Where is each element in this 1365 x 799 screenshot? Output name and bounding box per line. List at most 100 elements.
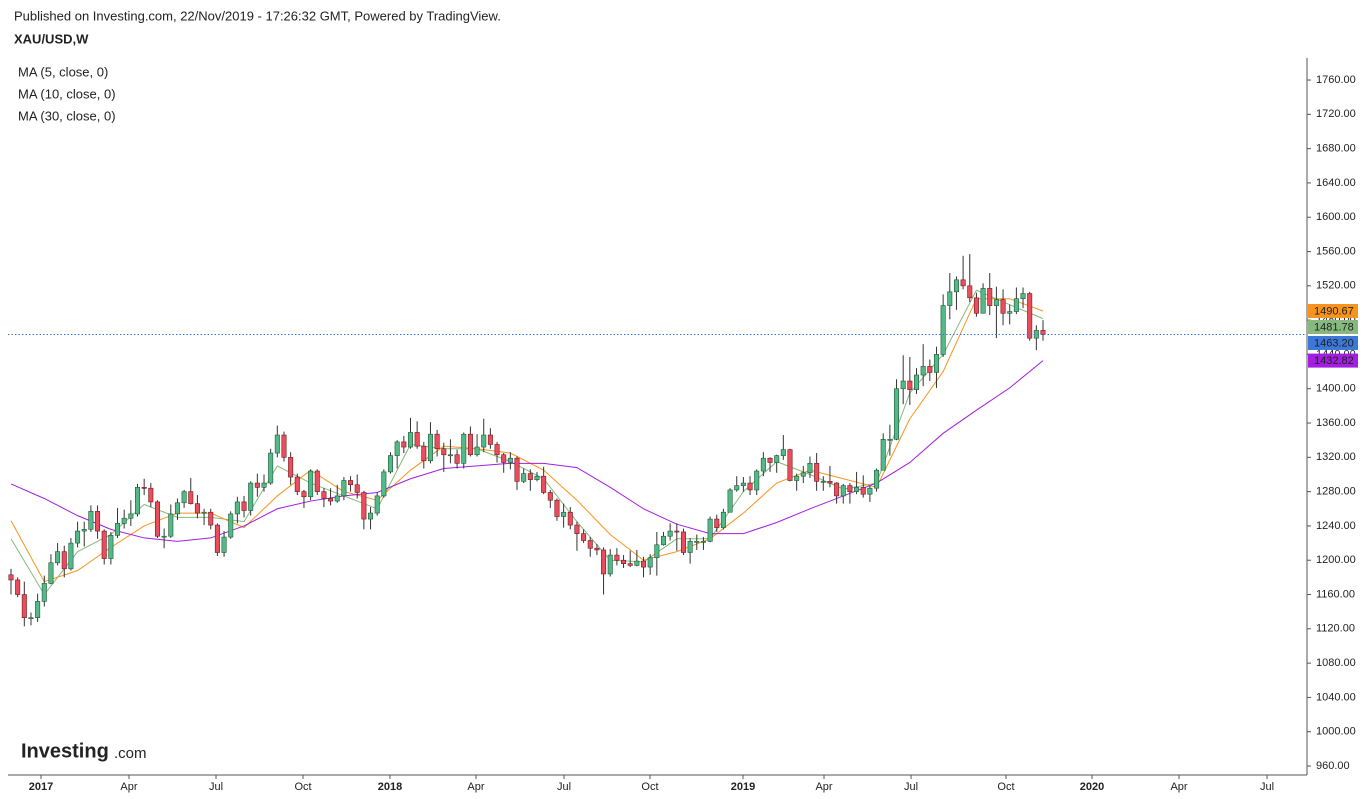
candle-body — [734, 485, 740, 491]
candle-body — [787, 449, 793, 481]
candle-body — [228, 513, 234, 538]
candle-body — [847, 485, 853, 492]
candle-body — [594, 547, 600, 551]
y-tick-label: 1160.00 — [1316, 588, 1355, 600]
price-label: 1490.67 — [1314, 305, 1354, 317]
y-tick-label: 1080.00 — [1316, 657, 1356, 669]
candle-body — [135, 487, 141, 515]
legend-entry: MA (10, close, 0) — [18, 86, 116, 101]
candle-body — [587, 540, 593, 549]
candle-body — [973, 297, 979, 314]
candle-body — [914, 374, 920, 390]
candle-body — [328, 498, 334, 502]
candle-body — [101, 530, 107, 559]
candle-body — [627, 563, 633, 566]
candle-body — [321, 491, 327, 499]
candle-body — [527, 473, 533, 480]
candle-body — [641, 560, 647, 568]
candle-body — [188, 491, 194, 504]
candle-body — [41, 583, 47, 602]
candle-body — [534, 475, 540, 480]
candle-body — [374, 495, 380, 514]
y-tick-label: 1560.00 — [1316, 245, 1356, 257]
candle-body — [707, 518, 713, 542]
candle-body — [960, 279, 966, 287]
candle-body — [334, 495, 340, 502]
candle-body — [774, 455, 780, 463]
candle-body — [687, 541, 693, 553]
candle-body — [940, 305, 946, 355]
candle-body — [660, 535, 666, 546]
candle-body — [874, 469, 880, 489]
legend-entry: MA (30, close, 0) — [18, 108, 116, 123]
candle-body — [281, 434, 287, 458]
candle-body — [248, 482, 254, 511]
y-tick-label: 1600.00 — [1316, 211, 1356, 223]
candle-body — [614, 554, 620, 561]
candle-body — [927, 366, 933, 373]
y-tick-label: 1000.00 — [1316, 726, 1356, 738]
candle-body — [647, 557, 653, 568]
candle-body — [268, 452, 274, 484]
x-tick-label: Jul — [557, 781, 571, 793]
y-tick-label: 1680.00 — [1316, 143, 1356, 155]
candle-body — [601, 549, 607, 575]
symbol-title: XAU/USD,W — [14, 31, 89, 46]
candle-body — [740, 482, 746, 486]
candle-body — [794, 475, 800, 481]
candle-body — [887, 439, 893, 441]
logo-suffix: .com — [114, 745, 147, 762]
y-tick-label: 960.00 — [1316, 760, 1350, 772]
candle-body — [421, 445, 427, 462]
candle-body — [221, 536, 227, 553]
candle-body — [288, 457, 294, 478]
candle-body — [368, 512, 374, 520]
candle-body — [993, 299, 999, 306]
candle-body — [727, 489, 733, 513]
candle-body — [401, 441, 407, 448]
candle-body — [161, 535, 167, 538]
x-tick-label: Oct — [641, 781, 658, 793]
candle-body — [867, 487, 873, 495]
candle-body — [521, 473, 527, 482]
x-tick-label: Apr — [1170, 781, 1187, 793]
candle-body — [454, 454, 460, 464]
legend-entry: MA (5, close, 0) — [18, 64, 108, 79]
candle-body — [494, 444, 500, 456]
candle-body — [95, 511, 101, 532]
candle-body — [81, 529, 87, 532]
x-tick-label: Oct — [997, 781, 1014, 793]
candle-body — [760, 457, 766, 472]
candle-body — [700, 541, 706, 543]
y-tick-label: 1040.00 — [1316, 691, 1356, 703]
x-tick-label: Apr — [467, 781, 484, 793]
candle-body — [48, 562, 54, 584]
candle-body — [261, 482, 267, 488]
x-tick-label: 2018 — [378, 781, 402, 793]
y-tick-label: 1200.00 — [1316, 554, 1356, 566]
candle-body — [747, 482, 753, 491]
candle-body — [827, 481, 833, 484]
candle-body — [820, 481, 826, 483]
candle-body — [800, 472, 806, 477]
price-label: 1463.20 — [1314, 337, 1354, 349]
candle-body — [621, 559, 627, 564]
y-tick-label: 1640.00 — [1316, 177, 1356, 189]
candle-body — [274, 434, 280, 454]
candle-body — [8, 574, 14, 581]
candle-body — [168, 513, 174, 537]
candle-body — [407, 432, 413, 448]
candle-body — [840, 485, 846, 497]
candle-body — [894, 388, 900, 440]
candle-body — [154, 501, 160, 537]
x-tick-label: Jul — [904, 781, 918, 793]
candle-body — [308, 470, 314, 498]
x-tick-label: 2020 — [1080, 781, 1104, 793]
candle-body — [115, 523, 121, 536]
x-tick-label: 2017 — [29, 781, 53, 793]
candle-body — [388, 455, 394, 473]
candle-body — [254, 482, 260, 488]
candle-body — [554, 499, 560, 517]
candle-body — [980, 288, 986, 314]
